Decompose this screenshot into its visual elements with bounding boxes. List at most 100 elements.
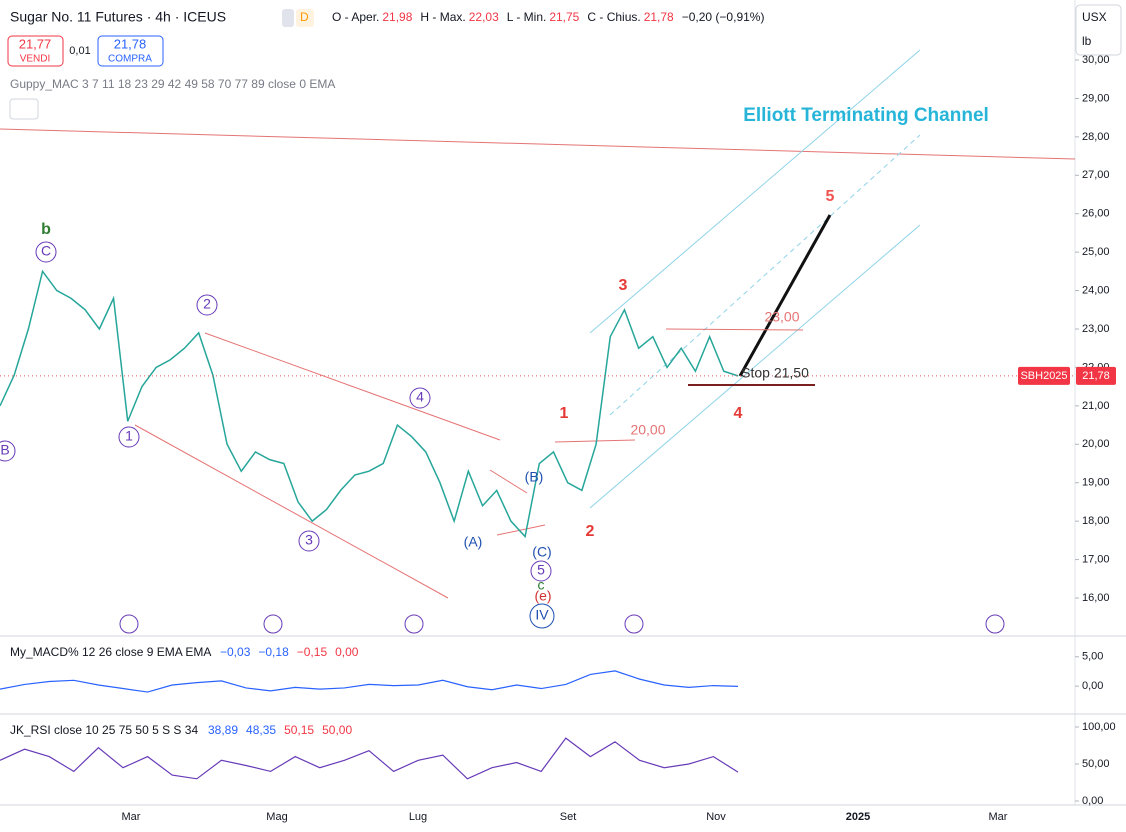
y-tick-label: 5,00 bbox=[1082, 651, 1103, 663]
reading: 38,89 bbox=[208, 723, 238, 737]
x-tick-label: Set bbox=[560, 811, 577, 823]
symbol-tag-bg bbox=[1018, 366, 1070, 385]
wave-label: 1 bbox=[125, 428, 133, 444]
wave-circle bbox=[35, 241, 57, 263]
trend-line bbox=[0, 128, 1076, 160]
y-tick-label: 28,00 bbox=[1082, 131, 1110, 143]
sell-button[interactable] bbox=[7, 35, 64, 67]
sell-price[interactable]: 21,77 bbox=[19, 36, 52, 51]
x-tick-label: Lug bbox=[409, 811, 427, 823]
wave-label: (B) bbox=[525, 469, 544, 485]
ohlc-item: L - Min. bbox=[507, 10, 547, 24]
wave-circle bbox=[529, 603, 555, 629]
ohlc-item: 21,78 bbox=[644, 10, 674, 24]
ohlc-item: 21,98 bbox=[382, 10, 412, 24]
level-line bbox=[554, 439, 636, 443]
wave-label: 2 bbox=[203, 296, 211, 312]
wedge-line bbox=[204, 332, 501, 441]
y-tick-label: 30,00 bbox=[1082, 54, 1110, 66]
projection bbox=[738, 214, 832, 377]
unit-box[interactable] bbox=[1075, 4, 1122, 56]
y-tick-label: 0,00 bbox=[1082, 795, 1103, 807]
wave-label: 20,00 bbox=[630, 422, 665, 438]
wave-label: 4 bbox=[734, 405, 743, 422]
y-tick-label: 16,00 bbox=[1082, 592, 1110, 604]
wedge-line bbox=[134, 424, 449, 599]
y-tick-label: 23,00 bbox=[1082, 323, 1110, 335]
currency[interactable]: USX bbox=[1082, 10, 1107, 24]
last-price-label: 21,78 bbox=[1082, 370, 1110, 382]
wave-label: B bbox=[0, 442, 9, 458]
y-tick-label: 21,00 bbox=[1082, 400, 1110, 412]
reading: −0,18 bbox=[258, 645, 289, 659]
y-tick-label: 0,00 bbox=[1082, 680, 1103, 692]
y-tick-label: 25,00 bbox=[1082, 246, 1110, 258]
wave-circle bbox=[530, 560, 552, 582]
y-tick-label: 24,00 bbox=[1082, 284, 1110, 296]
buy-label[interactable]: COMPRA bbox=[108, 54, 152, 65]
rsi-line bbox=[0, 737, 739, 780]
reading: −0,15 bbox=[297, 645, 328, 659]
channel-line bbox=[589, 224, 921, 509]
wave-label: IV bbox=[535, 607, 549, 623]
wave-label: Stop 21,50 bbox=[741, 365, 809, 381]
wave-label: 4 bbox=[416, 389, 424, 405]
wave-label: (A) bbox=[464, 534, 483, 550]
wave-label: 5 bbox=[537, 562, 545, 578]
wave-label: c bbox=[538, 577, 545, 593]
buy-price[interactable]: 21,78 bbox=[114, 36, 147, 51]
badge-box bbox=[282, 9, 294, 27]
spread: 0,01 bbox=[69, 45, 90, 57]
reading: −0,03 bbox=[220, 645, 251, 659]
wave-label: 23,00 bbox=[764, 309, 799, 325]
channel-mid bbox=[609, 134, 921, 416]
ohlc-item: 22,03 bbox=[469, 10, 499, 24]
sell-label[interactable]: VENDI bbox=[20, 54, 51, 65]
y-tick-label: 17,00 bbox=[1082, 553, 1110, 565]
ohlc-item: −0,20 (−0,91%) bbox=[682, 10, 765, 24]
wave-circle bbox=[196, 294, 218, 316]
event-icon bbox=[119, 614, 139, 634]
event-icon bbox=[624, 614, 644, 634]
triangle-line bbox=[496, 524, 546, 536]
wave-circle bbox=[298, 530, 320, 552]
last-tag-bg bbox=[1076, 366, 1116, 385]
y-tick-label: 18,00 bbox=[1082, 515, 1110, 527]
y-tick-label: 29,00 bbox=[1082, 92, 1110, 104]
badge: D bbox=[300, 10, 309, 24]
x-tick-label: 2025 bbox=[846, 811, 870, 823]
wave-label: C bbox=[41, 243, 51, 259]
indicator-label: Guppy_MAC 3 7 11 18 23 29 42 49 58 70 77… bbox=[10, 77, 335, 91]
reading: 48,35 bbox=[246, 723, 276, 737]
x-tick-label: Mar bbox=[989, 811, 1008, 823]
price-line bbox=[0, 269, 739, 539]
ohlc-item: C - Chius. bbox=[587, 10, 640, 24]
buy-button[interactable] bbox=[97, 35, 164, 67]
wave-circle bbox=[409, 387, 431, 409]
reading: 50,15 bbox=[284, 723, 314, 737]
wave-label: 3 bbox=[305, 532, 313, 548]
y-tick-label: 50,00 bbox=[1082, 758, 1110, 770]
macd-line bbox=[0, 670, 739, 693]
wave-label: (e) bbox=[534, 588, 551, 604]
collapse-button[interactable] bbox=[9, 98, 39, 120]
y-tick-label: 20,00 bbox=[1082, 438, 1110, 450]
ohlc-item: H - Max. bbox=[420, 10, 465, 24]
rsi-title: JK_RSI close 10 25 75 50 5 S S 34 bbox=[10, 723, 198, 737]
y-tick-label: 27,00 bbox=[1082, 169, 1110, 181]
wave-circle bbox=[118, 426, 140, 448]
event-icon bbox=[263, 614, 283, 634]
reading: 50,00 bbox=[322, 723, 352, 737]
channel-line bbox=[589, 49, 921, 334]
symbol-tag: SBH2025 bbox=[1020, 370, 1067, 382]
x-tick-label: Mag bbox=[266, 811, 287, 823]
title: Sugar No. 11 Futures · 4h · ICEUS bbox=[10, 9, 226, 25]
x-tick-label: Mar bbox=[122, 811, 141, 823]
wave-label: 1 bbox=[560, 405, 569, 422]
unit[interactable]: lb bbox=[1082, 34, 1092, 48]
x-tick-label: Nov bbox=[706, 811, 726, 823]
wave-label: b bbox=[41, 221, 51, 238]
ohlc-item: O - Aper. bbox=[332, 10, 379, 24]
